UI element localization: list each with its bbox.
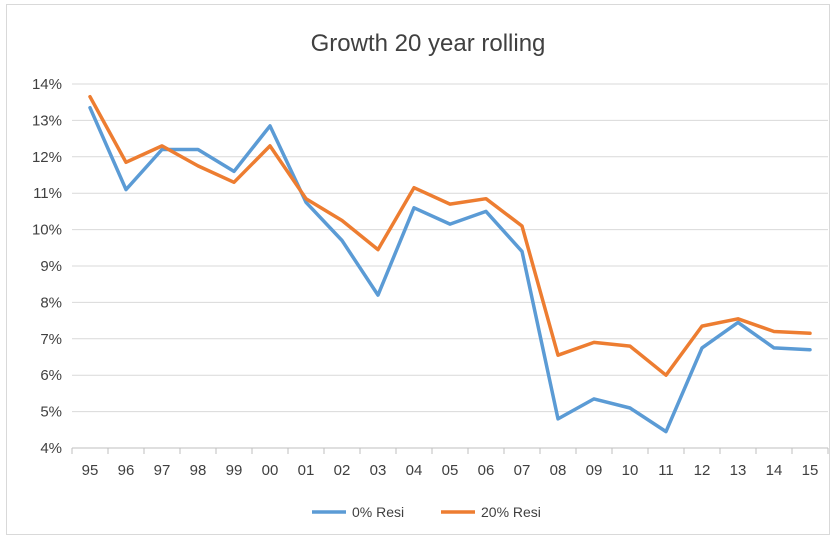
- x-tick-label: 15: [802, 462, 819, 479]
- gridlines: [72, 83, 828, 413]
- x-tick-label: 03: [370, 462, 387, 479]
- y-tick-label: 14%: [32, 76, 62, 93]
- x-tick-label: 07: [514, 462, 531, 479]
- x-tick-label: 12: [694, 462, 711, 479]
- y-tick-label: 12%: [32, 149, 62, 166]
- y-tick-label: 7%: [40, 331, 62, 348]
- series-lines: [88, 94, 812, 434]
- x-tick-label: 99: [226, 462, 243, 479]
- series-line: [88, 105, 812, 434]
- x-tick-label: 02: [334, 462, 351, 479]
- y-tick-label: 8%: [40, 294, 62, 311]
- x-tick-label: 10: [622, 462, 639, 479]
- legend: 0% Resi 20% Resi: [312, 504, 541, 520]
- chart-title: Growth 20 year rolling: [311, 30, 546, 57]
- x-tick-label: 98: [190, 462, 207, 479]
- x-tick-label: 95: [82, 462, 99, 479]
- y-tick-label: 11%: [33, 185, 62, 202]
- x-tick-label: 14: [766, 462, 783, 479]
- y-tick-label: 5%: [40, 404, 62, 421]
- x-tick-label: 00: [262, 462, 279, 479]
- chart-frame: [6, 4, 830, 535]
- y-tick-label: 4%: [40, 440, 62, 457]
- legend-label: 20% Resi: [481, 504, 541, 520]
- y-tick-label: 9%: [40, 258, 62, 275]
- series-line: [88, 94, 812, 377]
- legend-label: 0% Resi: [352, 504, 404, 520]
- x-tick-label: 97: [154, 462, 171, 479]
- x-tick-label: 09: [586, 462, 603, 479]
- x-tick-label: 08: [550, 462, 567, 479]
- x-tick-label: 13: [730, 462, 747, 479]
- x-tick-label: 05: [442, 462, 459, 479]
- axes: 4% 5% 6% 7% 8% 9% 10% 11% 12% 13% 14% 95 96 97 98 99 00 0…: [32, 76, 829, 479]
- x-tick-label: 01: [298, 462, 315, 479]
- x-tick-label: 06: [478, 462, 495, 479]
- y-tick-label: 6%: [40, 367, 62, 384]
- x-tick-label: 11: [658, 462, 674, 479]
- x-tick-label: 04: [406, 462, 423, 479]
- y-tick-label: 13%: [32, 112, 62, 129]
- y-tick-label: 10%: [32, 222, 62, 239]
- x-tick-label: 96: [118, 462, 135, 479]
